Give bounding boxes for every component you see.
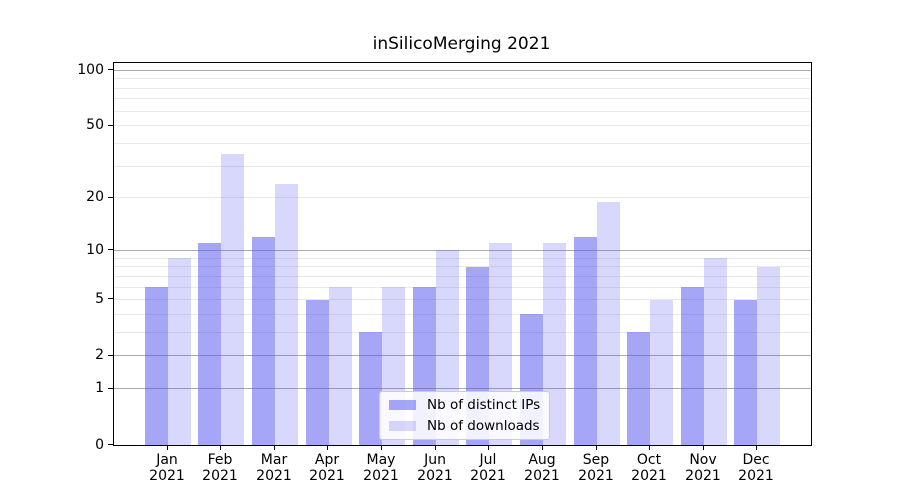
x-tick-label: Dec 2021: [738, 452, 774, 484]
gridline: [114, 286, 811, 288]
x-tick-label: May 2021: [363, 452, 399, 484]
x-tick-label: Jun 2021: [417, 452, 453, 484]
gridline: [114, 78, 811, 80]
y-tick-label: 1: [95, 380, 104, 397]
bar-distinct-ips: [573, 236, 597, 445]
gridline: [114, 257, 811, 259]
bar-distinct-ips: [305, 299, 329, 445]
x-tick-mark: [381, 446, 382, 450]
gridline: [114, 249, 811, 251]
x-tick-mark: [488, 446, 489, 450]
x-tick-mark: [167, 446, 168, 450]
gridline: [114, 355, 811, 357]
legend-label-downloads: Nb of downloads: [427, 418, 540, 434]
gridline: [114, 197, 811, 199]
bar-distinct-ips: [144, 287, 168, 445]
x-tick-label: Sep 2021: [578, 452, 614, 484]
bar-distinct-ips: [680, 287, 704, 445]
y-tick-label: 20: [86, 189, 104, 206]
x-tick-label: Jan 2021: [149, 452, 185, 484]
x-tick-mark: [435, 446, 436, 450]
x-tick-label: Mar 2021: [256, 452, 292, 484]
bar-distinct-ips: [359, 332, 383, 445]
plot-area: Nb of distinct IPs Nb of downloads: [113, 62, 812, 446]
y-tick-mark: [108, 444, 113, 445]
gridline: [114, 275, 811, 277]
legend-item-downloads: Nb of downloads: [389, 418, 540, 434]
x-tick-mark: [274, 446, 275, 450]
gridline: [114, 331, 811, 333]
x-tick-label: Aug 2021: [524, 452, 560, 484]
y-tick-mark: [108, 197, 113, 198]
x-tick-label: Feb 2021: [202, 452, 238, 484]
x-tick-mark: [327, 446, 328, 450]
y-tick-mark: [108, 69, 113, 70]
gridline: [114, 110, 811, 112]
x-tick-mark: [596, 446, 597, 450]
gridline: [114, 165, 811, 167]
x-tick-mark: [703, 446, 704, 450]
y-tick-label: 2: [95, 347, 104, 364]
gridline: [114, 388, 811, 390]
x-tick-label: Nov 2021: [685, 452, 721, 484]
bar-downloads: [757, 266, 781, 445]
y-tick-mark: [108, 125, 113, 126]
y-tick-label: 5: [95, 291, 104, 307]
gridline: [114, 142, 811, 144]
y-tick-label: 0: [95, 436, 104, 453]
bar-distinct-ips: [734, 299, 758, 445]
y-tick-label: 50: [86, 117, 104, 134]
bar-downloads: [221, 154, 245, 445]
bar-distinct-ips: [627, 332, 651, 445]
chart-title: inSilicoMerging 2021: [372, 34, 551, 54]
gridline: [114, 299, 811, 300]
gridline: [114, 125, 811, 127]
x-tick-label: Apr 2021: [309, 452, 345, 484]
gridline: [114, 313, 811, 315]
bar-downloads: [328, 287, 352, 445]
legend: Nb of distinct IPs Nb of downloads: [379, 391, 551, 440]
gridline: [114, 69, 811, 71]
gridline: [114, 266, 811, 268]
y-tick-mark: [108, 249, 113, 250]
legend-swatch-downloads: [389, 421, 416, 431]
x-tick-mark: [220, 446, 221, 450]
legend-swatch-distinct-ips: [389, 400, 416, 410]
x-tick-label: Oct 2021: [631, 452, 667, 484]
bar-distinct-ips: [251, 236, 275, 445]
y-tick-label: 100: [77, 61, 104, 78]
gridline: [114, 98, 811, 100]
gridline: [114, 87, 811, 89]
bar-downloads: [274, 183, 298, 445]
legend-item-distinct-ips: Nb of distinct IPs: [389, 397, 540, 413]
legend-label-distinct-ips: Nb of distinct IPs: [427, 397, 541, 413]
y-tick-mark: [108, 298, 113, 299]
y-tick-mark: [108, 355, 113, 356]
bar-downloads: [167, 258, 191, 445]
x-tick-mark: [542, 446, 543, 450]
x-tick-label: Jul 2021: [470, 452, 506, 484]
y-tick-mark: [108, 388, 113, 389]
bar-downloads: [650, 299, 674, 445]
x-tick-mark: [756, 446, 757, 450]
x-tick-mark: [649, 446, 650, 450]
y-tick-label: 10: [86, 241, 104, 258]
bar-downloads: [703, 258, 727, 445]
bar-distinct-ips: [198, 243, 222, 445]
bar-downloads: [596, 201, 620, 445]
